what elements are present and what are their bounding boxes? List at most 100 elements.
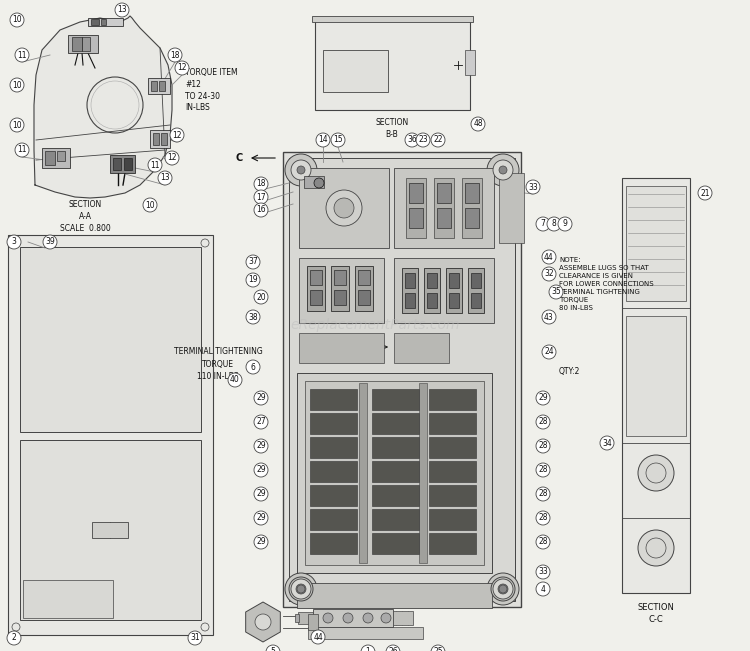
Text: 10: 10 bbox=[146, 201, 154, 210]
Bar bbox=[45, 151, 55, 165]
Text: 11: 11 bbox=[17, 146, 27, 154]
Text: 28: 28 bbox=[538, 514, 548, 523]
Bar bbox=[299, 258, 384, 323]
Circle shape bbox=[334, 198, 354, 218]
Text: 11: 11 bbox=[17, 51, 27, 59]
Bar bbox=[437, 208, 451, 228]
Circle shape bbox=[254, 463, 268, 477]
Bar bbox=[626, 316, 686, 436]
Bar bbox=[310, 413, 357, 434]
Text: 10: 10 bbox=[12, 81, 22, 89]
Bar bbox=[310, 461, 357, 482]
Text: 43: 43 bbox=[544, 312, 554, 322]
Bar bbox=[427, 273, 437, 288]
Circle shape bbox=[165, 151, 179, 165]
Circle shape bbox=[542, 250, 556, 264]
Text: 5: 5 bbox=[271, 648, 275, 651]
Text: eReplacementParts.com: eReplacementParts.com bbox=[290, 318, 460, 332]
Bar bbox=[471, 273, 481, 288]
Text: 24: 24 bbox=[544, 348, 554, 357]
Circle shape bbox=[542, 267, 556, 281]
Text: 28: 28 bbox=[538, 465, 548, 475]
Bar bbox=[124, 158, 132, 170]
Circle shape bbox=[536, 511, 550, 525]
Bar bbox=[465, 208, 479, 228]
Bar bbox=[358, 270, 370, 285]
Bar bbox=[462, 178, 482, 238]
Bar bbox=[289, 158, 515, 601]
Bar bbox=[91, 19, 99, 25]
Circle shape bbox=[536, 391, 550, 405]
Circle shape bbox=[296, 584, 306, 594]
Text: 2: 2 bbox=[12, 633, 16, 643]
Circle shape bbox=[363, 613, 373, 623]
Circle shape bbox=[698, 186, 712, 200]
Bar bbox=[471, 293, 481, 308]
Bar bbox=[429, 509, 476, 530]
Circle shape bbox=[158, 171, 172, 185]
Bar bbox=[297, 583, 492, 608]
Circle shape bbox=[536, 565, 550, 579]
Bar bbox=[372, 413, 419, 434]
Circle shape bbox=[487, 154, 519, 186]
Circle shape bbox=[254, 203, 268, 217]
Text: 29: 29 bbox=[256, 441, 265, 450]
Circle shape bbox=[254, 511, 268, 525]
Bar bbox=[68, 35, 98, 53]
Bar bbox=[310, 533, 357, 554]
Bar bbox=[437, 183, 451, 203]
Bar bbox=[394, 168, 494, 248]
Bar bbox=[427, 293, 437, 308]
Circle shape bbox=[254, 290, 268, 304]
Bar bbox=[151, 81, 157, 91]
Bar bbox=[372, 389, 419, 410]
Text: 23: 23 bbox=[419, 135, 428, 145]
Circle shape bbox=[143, 198, 157, 212]
Circle shape bbox=[266, 645, 280, 651]
Bar bbox=[429, 533, 476, 554]
Bar bbox=[8, 235, 213, 635]
Circle shape bbox=[246, 360, 260, 374]
Bar bbox=[299, 168, 389, 248]
Circle shape bbox=[297, 166, 305, 174]
Bar bbox=[409, 208, 423, 228]
Text: 34: 34 bbox=[602, 439, 612, 447]
Text: 15: 15 bbox=[333, 135, 343, 145]
Text: 12: 12 bbox=[177, 64, 187, 72]
Text: 10: 10 bbox=[12, 120, 22, 130]
Text: SECTION
B-B: SECTION B-B bbox=[375, 118, 409, 139]
Text: 29: 29 bbox=[256, 465, 265, 475]
Circle shape bbox=[361, 645, 375, 651]
Text: 31: 31 bbox=[190, 633, 200, 643]
Text: 9: 9 bbox=[562, 219, 568, 229]
Bar bbox=[307, 266, 325, 311]
Text: NOTE:
ASSEMBLE LUGS SO THAT
CLEARANCE IS GIVEN
FOR LOWER CONNECTIONS
TERMINAL TI: NOTE: ASSEMBLE LUGS SO THAT CLEARANCE IS… bbox=[559, 257, 653, 311]
Bar bbox=[298, 612, 313, 624]
Bar bbox=[310, 290, 322, 305]
Text: 11: 11 bbox=[150, 161, 160, 169]
Bar bbox=[434, 178, 454, 238]
Bar bbox=[308, 627, 423, 639]
Text: 27: 27 bbox=[256, 417, 265, 426]
Circle shape bbox=[254, 177, 268, 191]
Bar bbox=[429, 413, 476, 434]
Circle shape bbox=[405, 133, 419, 147]
Circle shape bbox=[471, 117, 485, 131]
Text: 6: 6 bbox=[251, 363, 256, 372]
Circle shape bbox=[536, 535, 550, 549]
Bar bbox=[394, 258, 494, 323]
Text: 18: 18 bbox=[256, 180, 265, 189]
Bar bbox=[299, 333, 384, 363]
Bar bbox=[161, 133, 167, 145]
Circle shape bbox=[289, 577, 313, 601]
Bar bbox=[355, 266, 373, 311]
Text: QTY:2: QTY:2 bbox=[559, 367, 580, 376]
Circle shape bbox=[255, 614, 271, 630]
Text: TORQUE ITEM
#12
TO 24-30
IN-LBS: TORQUE ITEM #12 TO 24-30 IN-LBS bbox=[185, 68, 238, 113]
Bar bbox=[310, 485, 357, 506]
Bar bbox=[153, 133, 159, 145]
Text: 38: 38 bbox=[248, 312, 258, 322]
Bar bbox=[312, 16, 473, 22]
Bar bbox=[308, 614, 318, 630]
Text: 26: 26 bbox=[388, 648, 398, 651]
